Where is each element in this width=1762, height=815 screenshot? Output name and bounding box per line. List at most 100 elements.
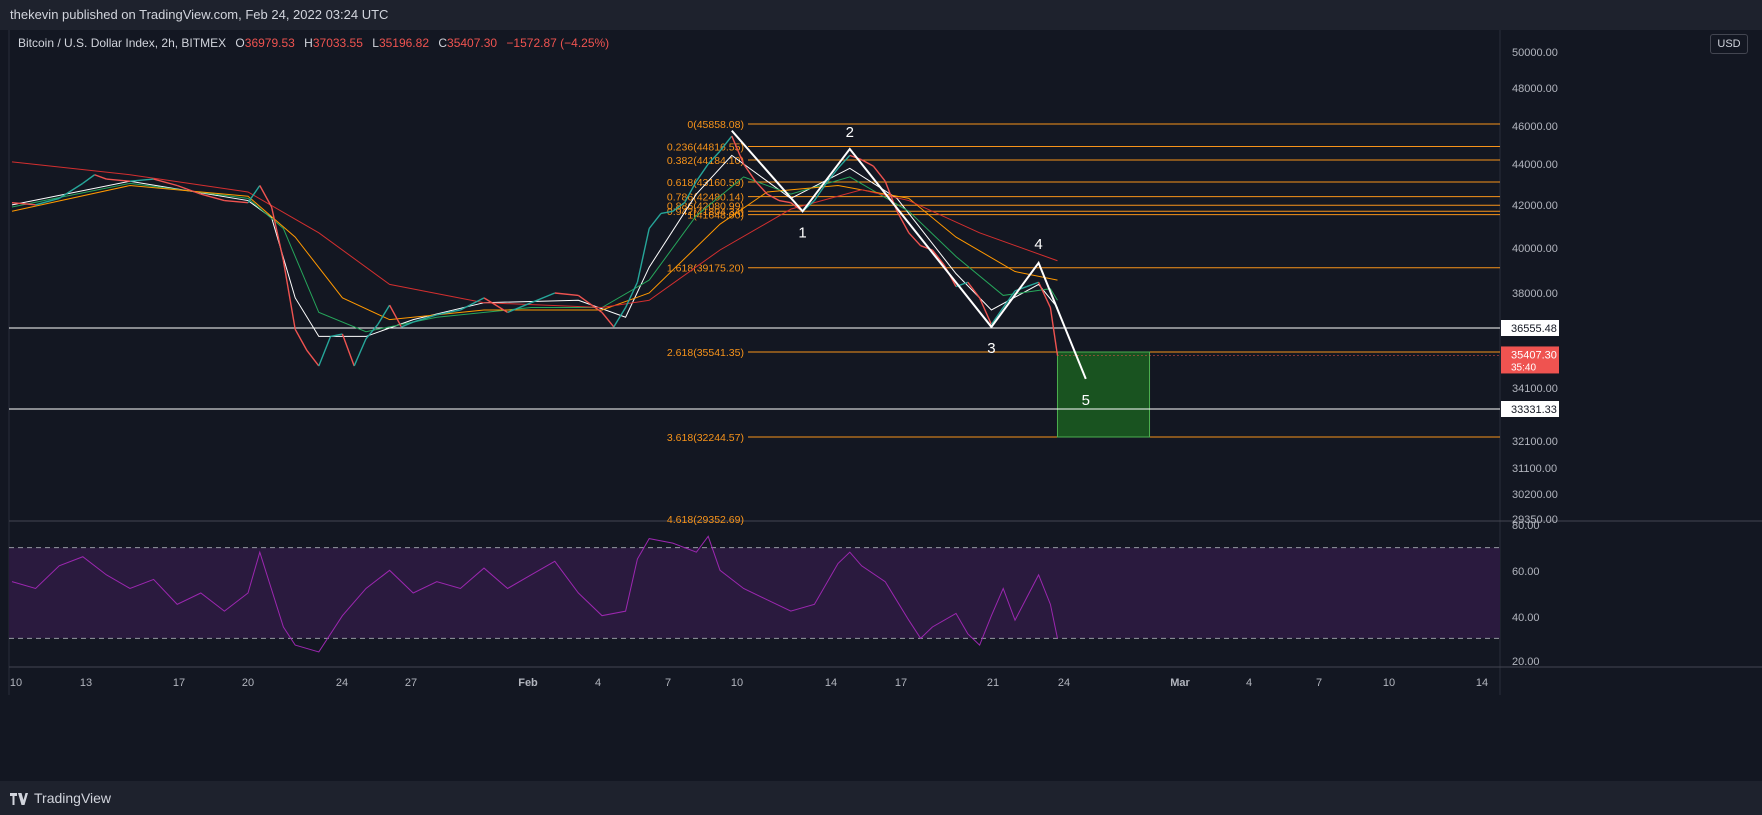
footer-brand: TradingView bbox=[34, 790, 112, 806]
time-tick-label: 17 bbox=[895, 677, 907, 689]
time-tick-label: 17 bbox=[173, 677, 185, 689]
price-segment bbox=[766, 193, 780, 202]
fib-level-label: 2.618(35541.35) bbox=[667, 347, 744, 359]
price-segment bbox=[365, 324, 379, 340]
price-segment bbox=[613, 307, 627, 328]
wave-label: 3 bbox=[987, 340, 995, 357]
time-tick-label: 21 bbox=[987, 677, 999, 689]
price-segment bbox=[176, 184, 202, 195]
price-segment bbox=[825, 167, 839, 184]
tradingview-logo-icon bbox=[10, 793, 28, 806]
price-segment bbox=[460, 297, 485, 311]
price-segment bbox=[282, 260, 296, 330]
wave-label: 4 bbox=[1034, 236, 1042, 253]
open-label: O bbox=[235, 36, 245, 50]
price-segment bbox=[577, 294, 603, 313]
footer-bar: TradingView bbox=[0, 781, 1762, 815]
fib-level-label: 1.618(39175.20) bbox=[667, 263, 744, 275]
price-segment bbox=[259, 185, 273, 208]
price-segment bbox=[306, 350, 320, 367]
rsi-tick-label: 40.00 bbox=[1512, 612, 1540, 624]
target-zone-box bbox=[1056, 351, 1151, 438]
price-segment bbox=[648, 213, 662, 229]
ema-line bbox=[11, 176, 1058, 333]
time-tick-label: 7 bbox=[665, 677, 671, 689]
price-segment bbox=[707, 150, 721, 165]
price-segment bbox=[507, 302, 532, 314]
currency-button[interactable]: USD bbox=[1710, 34, 1748, 54]
price-segment bbox=[94, 174, 107, 180]
price-segment bbox=[377, 304, 391, 325]
price-segment bbox=[778, 199, 791, 204]
price-segment bbox=[872, 165, 886, 182]
price-segment bbox=[908, 232, 922, 247]
time-tick-label: 10 bbox=[731, 677, 743, 689]
price-tick-label: 31100.00 bbox=[1512, 463, 1557, 475]
price-segment bbox=[896, 210, 910, 234]
price-segment bbox=[388, 304, 403, 328]
fib-level-label: 0.618(43160.59) bbox=[667, 177, 744, 189]
price-segment bbox=[554, 292, 579, 297]
time-tick-label: 24 bbox=[336, 677, 348, 689]
price-segment bbox=[660, 210, 673, 215]
price-segment bbox=[1014, 285, 1028, 292]
ema-line bbox=[11, 184, 1058, 321]
price-segment bbox=[58, 182, 84, 199]
price-segment bbox=[353, 338, 367, 367]
price-segment bbox=[247, 185, 261, 204]
rsi-tick-label: 80.00 bbox=[1512, 520, 1540, 532]
high-label: H bbox=[304, 36, 313, 50]
fib-level-label: 4.618(29352.69) bbox=[667, 514, 744, 526]
publish-header: thekevin published on TradingView.com, F… bbox=[0, 0, 1762, 30]
price-segment bbox=[35, 197, 60, 206]
price-tick-label: 34100.00 bbox=[1512, 383, 1558, 395]
symbol-legend: Bitcoin / U.S. Dollar Index, 2h, BITMEX … bbox=[18, 36, 609, 50]
price-segment bbox=[1037, 281, 1052, 308]
price-segment bbox=[695, 163, 709, 182]
price-chart[interactable]: 50000.00 48000.00 46000.00 44000.00 42000.00… bbox=[0, 30, 1762, 781]
level-price-tag bbox=[1501, 401, 1559, 417]
price-segment bbox=[1049, 307, 1059, 356]
price-segment bbox=[129, 178, 154, 182]
price-segment bbox=[1002, 290, 1016, 308]
price-segment bbox=[813, 182, 827, 201]
time-tick-label: Feb bbox=[518, 677, 538, 689]
price-segment bbox=[1026, 281, 1039, 288]
time-tick-label: Mar bbox=[1170, 677, 1190, 689]
close-label: C bbox=[438, 36, 448, 50]
price-tick-label: 46000.00 bbox=[1512, 121, 1558, 133]
price-segment bbox=[743, 163, 756, 182]
low-label: L bbox=[372, 36, 379, 50]
price-tick-label: 50000.00 bbox=[1512, 47, 1558, 59]
time-tick-label: 27 bbox=[405, 677, 417, 689]
price-segment bbox=[270, 206, 285, 261]
price-segment bbox=[294, 328, 308, 351]
price-segment bbox=[224, 199, 249, 204]
price-segment bbox=[11, 202, 36, 206]
time-tick-label: 24 bbox=[1058, 677, 1070, 689]
price-tick-label: 38000.00 bbox=[1512, 288, 1558, 300]
rsi-tick-label: 20.00 bbox=[1512, 656, 1540, 668]
price-segment bbox=[601, 311, 615, 328]
level-price-label: 33331.33 bbox=[1511, 404, 1557, 416]
price-segment bbox=[624, 281, 639, 308]
price-segment bbox=[412, 314, 438, 323]
price-segment bbox=[530, 292, 556, 304]
time-tick-label: 14 bbox=[1476, 677, 1488, 689]
time-tick-label: 14 bbox=[825, 677, 837, 689]
price-segment bbox=[719, 135, 733, 152]
published-text: thekevin published on TradingView.com, F… bbox=[10, 7, 389, 22]
price-tick-label: 40000.00 bbox=[1512, 243, 1558, 255]
price-segment bbox=[436, 309, 461, 316]
price-segment bbox=[636, 228, 650, 283]
high-value: 37033.55 bbox=[312, 36, 363, 50]
price-segment bbox=[837, 154, 851, 169]
time-tick-label: 4 bbox=[595, 677, 601, 689]
price-segment bbox=[82, 174, 96, 184]
price-segment bbox=[401, 321, 414, 328]
wave-label: 1 bbox=[798, 224, 806, 241]
price-segment bbox=[978, 297, 993, 325]
price-tick-label: 42000.00 bbox=[1512, 200, 1558, 212]
elliott-wave-path bbox=[731, 130, 1087, 380]
bar-countdown-label: 35:40 bbox=[1511, 362, 1536, 373]
